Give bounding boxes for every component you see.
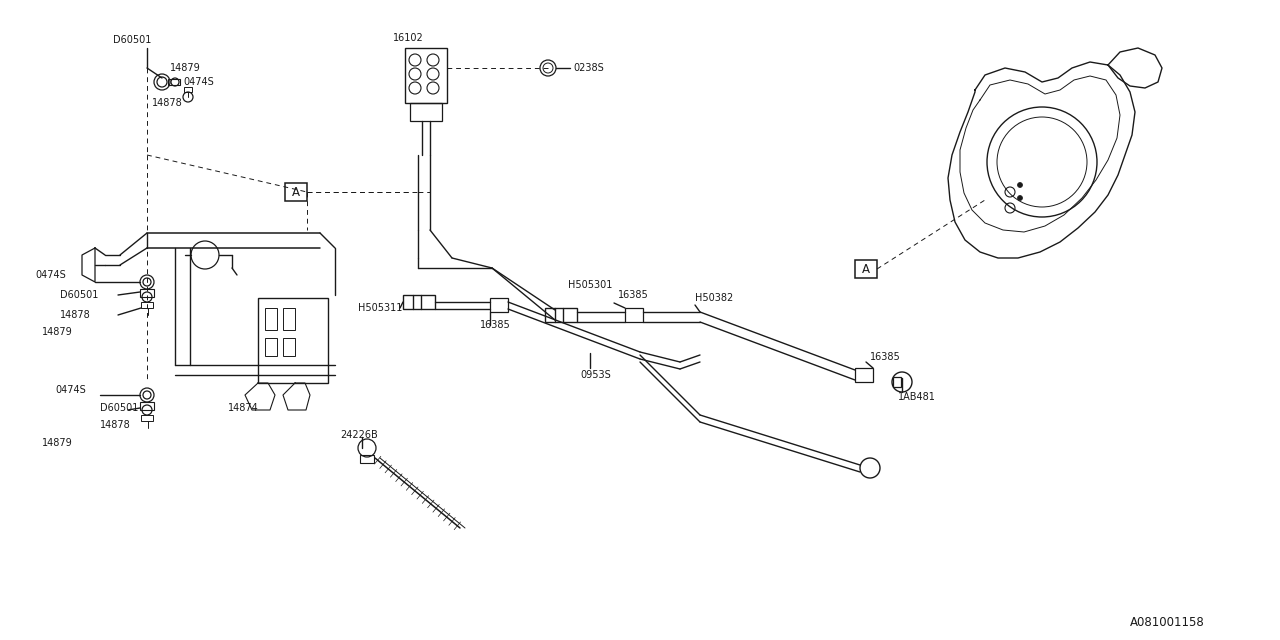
Bar: [855, 260, 877, 278]
Bar: [140, 402, 154, 410]
Text: H50382: H50382: [695, 293, 733, 303]
Bar: [259, 298, 328, 383]
Text: 1AB481: 1AB481: [899, 392, 936, 402]
Text: 14874: 14874: [228, 403, 259, 413]
Bar: [545, 308, 577, 322]
Text: 16385: 16385: [870, 352, 901, 362]
Text: 16385: 16385: [480, 320, 511, 330]
Bar: [265, 308, 276, 330]
Bar: [184, 87, 192, 92]
Text: 0474S: 0474S: [55, 385, 86, 395]
Text: 0474S: 0474S: [183, 77, 214, 87]
Bar: [360, 455, 374, 463]
Bar: [893, 377, 901, 387]
Text: 14879: 14879: [42, 438, 73, 448]
Bar: [283, 338, 294, 356]
Circle shape: [1018, 182, 1023, 188]
Text: D60501: D60501: [60, 290, 99, 300]
Bar: [625, 308, 643, 322]
Text: 14878: 14878: [100, 420, 131, 430]
Bar: [141, 302, 154, 308]
Bar: [168, 79, 180, 85]
Text: 0238S: 0238S: [573, 63, 604, 73]
Text: 16102: 16102: [393, 33, 424, 43]
Text: H505311: H505311: [358, 303, 402, 313]
Bar: [410, 103, 442, 121]
Text: 0474S: 0474S: [35, 270, 65, 280]
Text: D60501: D60501: [113, 35, 151, 45]
Bar: [265, 338, 276, 356]
Bar: [285, 183, 307, 201]
Bar: [403, 295, 435, 309]
Bar: [141, 415, 154, 421]
Text: A: A: [292, 186, 300, 198]
Text: 14879: 14879: [42, 327, 73, 337]
Text: 0953S: 0953S: [580, 370, 611, 380]
Text: 14879: 14879: [170, 63, 201, 73]
Bar: [855, 368, 873, 382]
Text: A081001158: A081001158: [1130, 616, 1204, 628]
Circle shape: [1018, 195, 1023, 200]
Text: 14878: 14878: [152, 98, 183, 108]
Text: 14878: 14878: [60, 310, 91, 320]
Text: H505301: H505301: [568, 280, 612, 290]
Bar: [283, 308, 294, 330]
Bar: [490, 298, 508, 312]
Text: 16385: 16385: [618, 290, 649, 300]
Bar: [404, 48, 447, 103]
Text: A: A: [861, 262, 870, 275]
Text: 24226B: 24226B: [340, 430, 378, 440]
Text: D60501: D60501: [100, 403, 138, 413]
Bar: [140, 289, 154, 297]
